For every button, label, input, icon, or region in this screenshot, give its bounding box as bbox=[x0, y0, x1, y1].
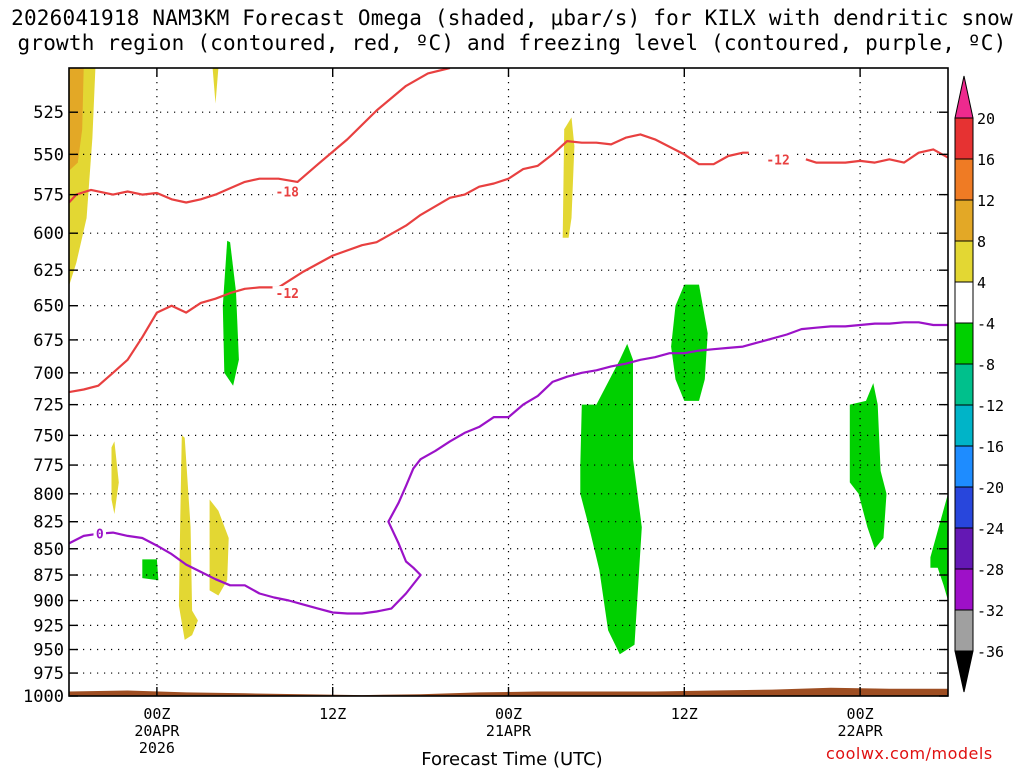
x-tick-label: 12Z bbox=[671, 705, 698, 723]
colorbar-bin bbox=[954, 322, 974, 365]
colorbar-label: -4 bbox=[977, 315, 995, 333]
x-tick-label: 00Z bbox=[495, 705, 522, 723]
y-axis: 525 550 575 600 625 650 675 700 725 750 775 800 825 8… bbox=[23, 103, 948, 707]
y-tick-label: 950 bbox=[33, 641, 64, 661]
y-tick-label: 675 bbox=[33, 331, 64, 351]
contour-minus12-lower-line bbox=[69, 133, 749, 394]
contour-minus12-upper-label-bg bbox=[763, 152, 793, 167]
colorbar-top-arrow bbox=[954, 75, 974, 119]
colorbar-bin bbox=[954, 445, 974, 488]
colorbar-label: 20 bbox=[977, 110, 995, 128]
terrain-layer bbox=[69, 687, 948, 696]
omega-neg-4-8-d bbox=[671, 284, 708, 401]
contour-minus18-line bbox=[69, 68, 451, 204]
y-tick-label: 750 bbox=[33, 426, 64, 446]
omega-shading-layer bbox=[69, 68, 948, 655]
omega-neg-4-8-c bbox=[580, 343, 642, 655]
omega-pos-4-8-c bbox=[111, 441, 119, 514]
contour-minus12-lower-label: -12 bbox=[276, 287, 299, 302]
colorbar-bin bbox=[954, 281, 974, 324]
x-axis-title: Forecast Time (UTC) bbox=[421, 749, 603, 770]
y-tick-label: 900 bbox=[33, 592, 64, 612]
y-tick-label: 550 bbox=[33, 145, 64, 165]
x-tick-label: 00Z bbox=[847, 705, 874, 723]
x-tick-label: 22APR bbox=[838, 722, 884, 740]
colorbar-bin bbox=[954, 363, 974, 406]
colorbar-bin bbox=[954, 240, 974, 283]
omega-neg-4-8-b bbox=[142, 559, 159, 581]
colorbar-bin bbox=[954, 117, 974, 160]
colorbar-label: 12 bbox=[977, 192, 995, 210]
y-tick-label: 525 bbox=[33, 103, 64, 123]
contour-zero-label-bg bbox=[93, 526, 107, 541]
y-tick-label: 625 bbox=[33, 261, 64, 281]
colorbar-label: 8 bbox=[977, 233, 986, 251]
omega-neg-4-8-e bbox=[849, 383, 887, 549]
y-tick-label: 700 bbox=[33, 364, 64, 384]
contour-minus18-label: -18 bbox=[276, 185, 300, 200]
colorbar-label: 16 bbox=[977, 151, 995, 169]
colorbar: 20 16 12 8 4 -4 -8 -12 -16 -20 -24 -28 -32 -36 bbox=[954, 75, 1004, 693]
colorbar-bin bbox=[954, 568, 974, 611]
contour-zero-line bbox=[69, 321, 948, 615]
colorbar-bin bbox=[954, 527, 974, 570]
y-tick-label: 725 bbox=[33, 396, 64, 416]
omega-neg-4-8-f bbox=[930, 493, 948, 601]
chart-title-line2: growth region (contoured, red, ºC) and f… bbox=[17, 31, 1007, 55]
contour-minus12-lower-label-bg bbox=[272, 286, 303, 301]
x-tick-label: 00Z bbox=[143, 705, 170, 723]
colorbar-label: -36 bbox=[977, 643, 1004, 661]
contour-minus12-upper-label: -12 bbox=[766, 153, 789, 168]
y-tick-label: 775 bbox=[33, 456, 64, 476]
contour-layer: -18 -12 -12 0 bbox=[69, 68, 948, 615]
colorbar-label: -28 bbox=[977, 561, 1004, 579]
y-tick-label: 1000 bbox=[23, 687, 64, 707]
y-tick-label: 600 bbox=[33, 224, 64, 244]
colorbar-label: -12 bbox=[977, 397, 1004, 415]
omega-pos-4-8-e bbox=[209, 499, 229, 596]
contour-zero-label: 0 bbox=[96, 528, 104, 543]
y-tick-label: 925 bbox=[33, 616, 64, 636]
omega-neg-4-8-a bbox=[222, 240, 239, 386]
y-tick-label: 875 bbox=[33, 566, 64, 586]
y-tick-label: 825 bbox=[33, 513, 64, 533]
colorbar-label: -20 bbox=[977, 479, 1004, 497]
y-tick-label: 575 bbox=[33, 186, 64, 206]
colorbar-label: -16 bbox=[977, 438, 1004, 456]
contour-minus18-label-bg bbox=[272, 184, 303, 199]
colorbar-label: 4 bbox=[977, 274, 986, 292]
contour-minus12-upper-line bbox=[805, 148, 948, 164]
x-tick-label: 12Z bbox=[319, 705, 346, 723]
colorbar-label: -24 bbox=[977, 520, 1004, 538]
colorbar-label: -32 bbox=[977, 602, 1004, 620]
y-tick-label: 650 bbox=[33, 297, 64, 317]
colorbar-label: -8 bbox=[977, 356, 995, 374]
colorbar-bin bbox=[954, 199, 974, 242]
terrain-fill bbox=[69, 687, 948, 696]
x-tick-label: 21APR bbox=[486, 722, 532, 740]
y-tick-label: 850 bbox=[33, 540, 64, 560]
chart-title-line1: 2026041918 NAM3KM Forecast Omega (shaded… bbox=[11, 6, 1013, 30]
y-tick-label: 800 bbox=[33, 485, 64, 505]
colorbar-bin bbox=[954, 404, 974, 447]
colorbar-bin bbox=[954, 486, 974, 529]
y-tick-label: 975 bbox=[33, 664, 64, 684]
credit-text: coolwx.com/models bbox=[826, 744, 993, 763]
colorbar-bottom-arrow bbox=[954, 650, 974, 693]
omega-pos-4-8-d bbox=[178, 435, 198, 640]
x-tick-label: 2026 bbox=[139, 739, 175, 757]
x-tick-label: 20APR bbox=[134, 722, 180, 740]
colorbar-bin bbox=[954, 609, 974, 652]
omega-pos-8-12-a bbox=[69, 68, 84, 171]
omega-pos-4-8-f bbox=[562, 117, 575, 238]
colorbar-bin bbox=[954, 158, 974, 201]
omega-pos-4-8-b bbox=[212, 68, 219, 104]
